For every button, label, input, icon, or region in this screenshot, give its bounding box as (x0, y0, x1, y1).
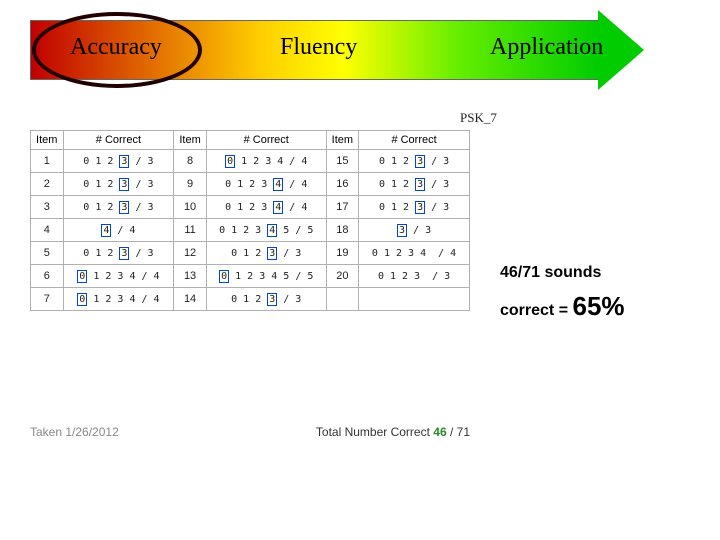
item-number: 11 (174, 219, 207, 242)
score-table: Item # Correct Item # Correct Item # Cor… (30, 130, 470, 311)
score-cell: 0 1 2 3/ 3 (63, 173, 174, 196)
score-cell: 0 1 2 3/ 3 (359, 150, 470, 173)
score-cell: 0 1 2 3 4 / 4 (359, 242, 470, 265)
score-cell: 4/ 4 (63, 219, 174, 242)
item-number: 14 (174, 288, 207, 311)
score-cell: 3/ 3 (359, 219, 470, 242)
psk-label: PSK_7 (460, 110, 497, 126)
table-row: 60 1 2 3 4/ 4130 1 2 3 4 5/ 5200 1 2 3 /… (31, 265, 470, 288)
score-cell: 0 1 2 3 4/ 4 (63, 265, 174, 288)
score-cell: 0 1 2 3/ 3 (359, 173, 470, 196)
stage-fluency: Fluency (280, 34, 357, 61)
item-number: 19 (326, 242, 359, 265)
result-summary: 46/71 sounds correct = 65% (500, 260, 625, 327)
score-cell: 0 1 2 3 4/ 4 (206, 150, 326, 173)
score-cell: 0 1 2 3 4/ 4 (206, 196, 326, 219)
score-cell: 0 1 2 3/ 3 (63, 242, 174, 265)
item-number: 17 (326, 196, 359, 219)
total-correct: Total Number Correct 46 / 71 (316, 425, 470, 439)
score-cell: 0 1 2 3 4 5/ 5 (206, 265, 326, 288)
score-cell: 0 1 2 3/ 3 (206, 242, 326, 265)
result-line1: 46/71 sounds (500, 260, 625, 286)
score-cell: 0 1 2 3 4/ 4 (206, 173, 326, 196)
item-number: 10 (174, 196, 207, 219)
table-footer: Taken 1/26/2012 Total Number Correct 46 … (30, 425, 470, 439)
result-line2: correct = 65% (500, 286, 625, 328)
score-cell: 0 1 2 3/ 3 (206, 288, 326, 311)
item-number: 3 (31, 196, 64, 219)
item-number: 8 (174, 150, 207, 173)
header-correct: # Correct (359, 131, 470, 150)
table-row: 30 1 2 3/ 3100 1 2 3 4/ 4170 1 2 3/ 3 (31, 196, 470, 219)
arrow-head (598, 10, 644, 90)
taken-date: Taken 1/26/2012 (30, 425, 119, 439)
header-correct: # Correct (206, 131, 326, 150)
score-cell: 0 1 2 3 4 5/ 5 (206, 219, 326, 242)
item-number: 12 (174, 242, 207, 265)
score-cell: 0 1 2 3/ 3 (63, 150, 174, 173)
item-number: 7 (31, 288, 64, 311)
score-cell: 0 1 2 3/ 3 (359, 196, 470, 219)
item-number: 18 (326, 219, 359, 242)
table-row: 44/ 4110 1 2 3 4 5/ 5183/ 3 (31, 219, 470, 242)
table-header-row: Item # Correct Item # Correct Item # Cor… (31, 131, 470, 150)
item-number: 1 (31, 150, 64, 173)
item-number: 5 (31, 242, 64, 265)
score-cell: 0 1 2 3/ 3 (63, 196, 174, 219)
item-number: 16 (326, 173, 359, 196)
stage-application: Application (490, 34, 603, 61)
score-cell: 0 1 2 3 / 3 (359, 265, 470, 288)
item-number: 6 (31, 265, 64, 288)
item-number: 9 (174, 173, 207, 196)
header-item: Item (326, 131, 359, 150)
table-row: 50 1 2 3/ 3120 1 2 3/ 3190 1 2 3 4 / 4 (31, 242, 470, 265)
table-row: 20 1 2 3/ 390 1 2 3 4/ 4160 1 2 3/ 3 (31, 173, 470, 196)
item-number: 2 (31, 173, 64, 196)
stage-accuracy: Accuracy (70, 34, 162, 61)
item-number: 15 (326, 150, 359, 173)
item-number: 20 (326, 265, 359, 288)
item-number: 4 (31, 219, 64, 242)
item-number: 13 (174, 265, 207, 288)
table-row: 70 1 2 3 4/ 4140 1 2 3/ 3 (31, 288, 470, 311)
progress-arrow: Accuracy Fluency Application (30, 10, 670, 90)
score-cell: 0 1 2 3 4/ 4 (63, 288, 174, 311)
header-correct: # Correct (63, 131, 174, 150)
table-row: 10 1 2 3/ 380 1 2 3 4/ 4150 1 2 3/ 3 (31, 150, 470, 173)
header-item: Item (174, 131, 207, 150)
header-item: Item (31, 131, 64, 150)
